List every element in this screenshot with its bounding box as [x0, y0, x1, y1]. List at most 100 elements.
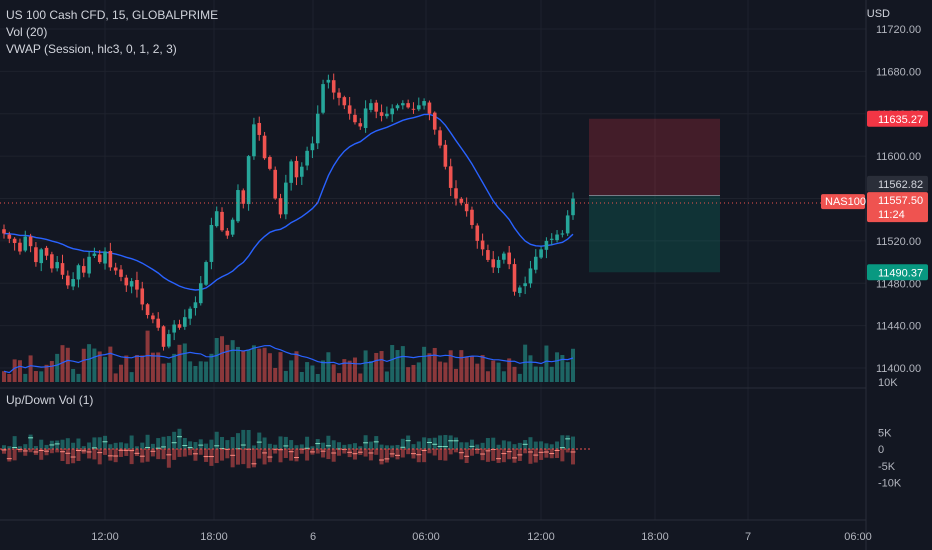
up-volume-bar: [12, 436, 17, 449]
volume-bar: [358, 373, 363, 382]
candlesticks[interactable]: [2, 73, 575, 351]
volume-bar: [507, 358, 512, 382]
down-volume-bar: [129, 449, 134, 465]
candle-body: [310, 143, 315, 151]
stop-zone: [589, 195, 720, 273]
volume-bar: [44, 364, 49, 382]
down-volume-bar: [124, 449, 129, 456]
volume-bar: [241, 350, 246, 382]
up-volume-bar: [2, 445, 6, 449]
volume-legend[interactable]: Vol (20): [6, 25, 48, 39]
volume-bar: [528, 355, 533, 382]
down-volume-bar: [523, 449, 528, 454]
volume-bar: [161, 363, 166, 382]
up-volume-bar: [246, 429, 251, 449]
volume-bar: [2, 371, 6, 382]
up-volume-bar: [278, 436, 283, 449]
updown-vol-legend[interactable]: Up/Down Vol (1): [6, 393, 94, 407]
volume-bar: [108, 346, 113, 382]
down-volume-bar: [368, 449, 373, 461]
candle-body: [39, 249, 44, 264]
down-volume-bar: [533, 449, 538, 463]
volume-bar: [12, 359, 17, 382]
down-volume-bar: [507, 449, 512, 460]
up-volume-bar: [204, 443, 209, 449]
candle-body: [533, 256, 538, 270]
volume-bar: [172, 353, 177, 382]
stop-price-badge: 11490.37: [878, 267, 923, 279]
up-volume-bar: [103, 435, 108, 449]
volume-bar: [485, 371, 490, 382]
up-volume-bar: [321, 442, 326, 449]
volume-bar: [299, 371, 304, 382]
volume-bar: [352, 357, 357, 382]
up-volume-bar: [60, 439, 65, 449]
candle-body: [571, 198, 575, 216]
volume-bar: [103, 356, 108, 382]
target-price-badge: 11635.27: [878, 114, 923, 126]
candle-body: [565, 215, 570, 234]
candle-body: [491, 259, 496, 268]
volume-bar: [49, 361, 54, 382]
volume-bar: [395, 350, 400, 382]
down-volume-bar: [267, 449, 272, 463]
time-tick-label: 12:00: [91, 531, 119, 543]
candle-body: [315, 113, 320, 144]
up-volume-bar: [134, 446, 139, 449]
volume-bar: [71, 368, 76, 382]
volume-bar: [427, 353, 432, 382]
candle-body: [555, 234, 559, 241]
up-volume-bar: [225, 440, 230, 449]
candle-body: [161, 326, 166, 347]
down-volume-bar: [544, 449, 549, 458]
up-volume-bar: [230, 437, 235, 449]
volume-bar: [294, 351, 299, 382]
up-volume-bar: [390, 445, 395, 449]
symbol-legend[interactable]: US 100 Cash CFD, 15, GLOBALPRIME: [6, 8, 219, 22]
volume-bar: [17, 360, 22, 382]
up-volume-bar: [512, 444, 517, 449]
down-volume-bar: [198, 449, 203, 455]
up-volume-bar: [427, 438, 432, 449]
volume-bar: [337, 373, 342, 382]
candle-body: [464, 203, 469, 212]
volume-bar: [129, 372, 134, 382]
candle-body: [66, 275, 70, 286]
volume-bar: [305, 362, 310, 382]
volume-bar: [432, 347, 437, 382]
up-volume-bar: [560, 435, 565, 449]
volume-bar: [76, 373, 81, 382]
candle-body: [523, 283, 527, 287]
down-volume-bar: [108, 449, 113, 461]
candle-body: [427, 102, 432, 114]
candle-body: [188, 308, 192, 319]
vwap-legend[interactable]: VWAP (Session, hlc3, 0, 1, 2, 3): [6, 42, 177, 56]
down-volume-bar: [422, 449, 427, 463]
candle-body: [124, 277, 129, 286]
countdown-label: 11:24: [878, 209, 905, 221]
up-down-volume-bars: [0, 428, 590, 469]
volume-bar: [422, 346, 427, 382]
volume-bar: [321, 360, 326, 382]
volume-bar: [55, 353, 60, 382]
symbol-tag-bg: [821, 194, 865, 210]
up-volume-bar: [363, 435, 368, 449]
candle-body: [145, 304, 150, 316]
down-volume-bar: [427, 449, 432, 454]
down-volume-bar: [262, 449, 267, 465]
up-volume-bar: [443, 434, 448, 449]
down-volume-bar: [485, 449, 490, 462]
trade-zone[interactable]: [589, 118, 720, 273]
down-volume-bar: [395, 449, 400, 460]
volume-tick-label: 10K: [878, 377, 898, 389]
volume-bar: [539, 366, 544, 382]
down-volume-bar: [331, 449, 336, 462]
volume-bar: [549, 366, 554, 382]
volume-bar: [118, 364, 123, 382]
candle-body: [342, 97, 347, 106]
volume-bar: [555, 352, 560, 382]
up-volume-bar: [347, 444, 352, 449]
time-tick-label: 18:00: [641, 531, 669, 543]
down-volume-bar: [39, 449, 44, 460]
